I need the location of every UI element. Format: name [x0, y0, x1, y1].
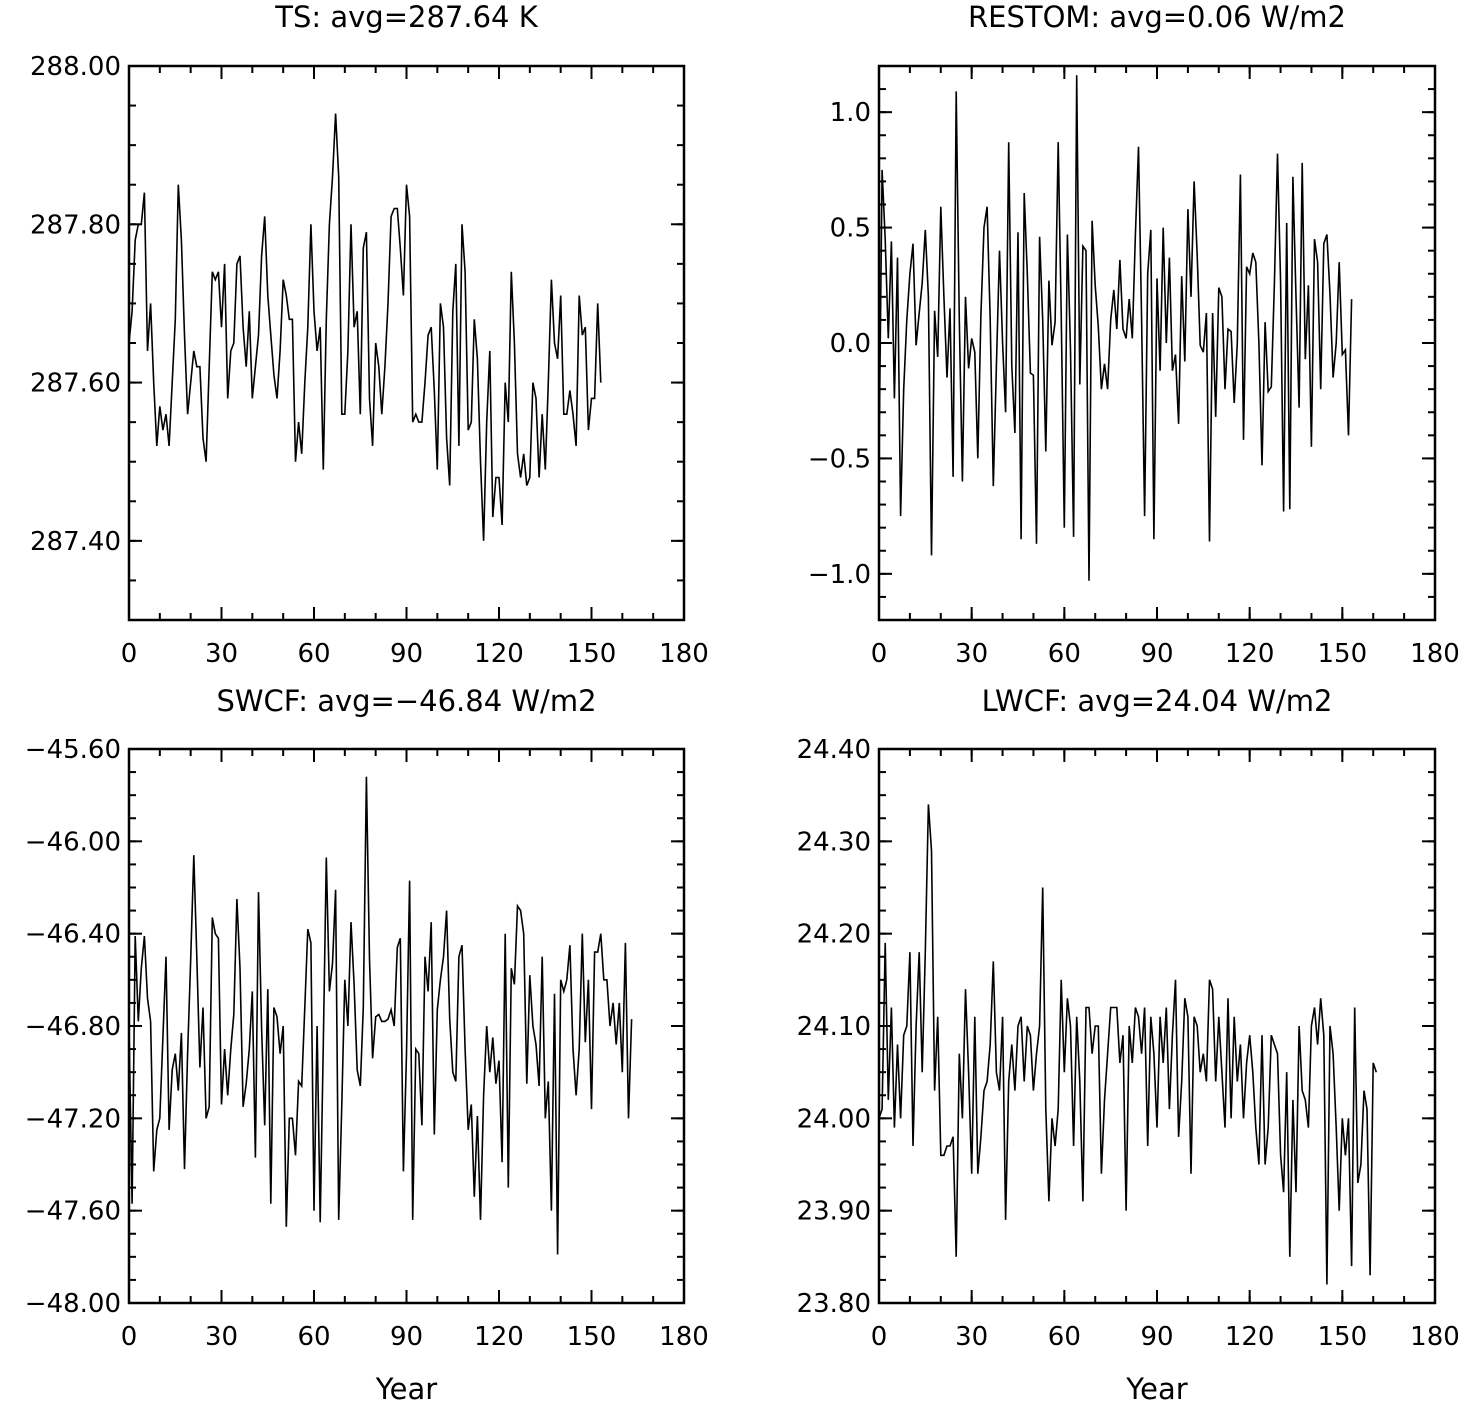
x-axis-label: Year	[375, 1372, 437, 1402]
chart-title: SWCF: avg=−46.84 W/m2	[216, 684, 596, 718]
y-tick-label: −46.80	[25, 1012, 121, 1042]
x-tick-label: 0	[121, 639, 138, 669]
chart-panel-3: SWCF: avg=−46.84 W/m2 0 30 60 90 120 150 180 −48…	[25, 684, 709, 1402]
x-tick-label: 60	[1048, 1322, 1081, 1352]
x-tick-label: 180	[659, 639, 709, 669]
x-tick-label: 30	[205, 1322, 238, 1352]
x-tick-label: 90	[390, 1322, 423, 1352]
y-tick-label: 24.40	[797, 735, 871, 765]
x-tick-label: 0	[871, 639, 888, 669]
x-tick-label: 180	[659, 1322, 709, 1352]
x-tick-label: 150	[1318, 1322, 1368, 1352]
x-tick-label: 120	[474, 639, 524, 669]
x-tick-label: 60	[297, 1322, 330, 1352]
chart-title: TS: avg=287.64 K	[274, 0, 538, 34]
y-tick-label: 1.0	[830, 98, 871, 128]
series-line-1	[878, 75, 1353, 581]
y-tick-label: 0.5	[830, 214, 871, 244]
x-tick-label: 180	[1410, 639, 1458, 669]
x-tick-label: 0	[871, 1322, 888, 1352]
chart-panel-4: LWCF: avg=24.04 W/m2 0 30 60 90 120 150 180 23.8…	[797, 684, 1458, 1402]
x-tick-label: 120	[1225, 639, 1275, 669]
x-tick-label: 30	[955, 1322, 988, 1352]
x-tick-label: 120	[1225, 1322, 1275, 1352]
x-tick-label: 150	[1318, 639, 1368, 669]
y-tick-label: 23.90	[797, 1197, 871, 1227]
chart-title: LWCF: avg=24.04 W/m2	[982, 684, 1333, 718]
y-tick-label: −48.00	[25, 1289, 121, 1319]
y-tick-label: −1.0	[808, 560, 871, 590]
x-tick-label: 150	[567, 639, 617, 669]
y-tick-label: −45.60	[25, 735, 121, 765]
x-tick-label: 90	[1140, 639, 1173, 669]
x-axis-label: Year	[1125, 1372, 1187, 1402]
series-line-1	[128, 113, 602, 541]
y-tick-label: −47.60	[25, 1197, 121, 1227]
y-tick-label: −46.00	[25, 827, 121, 857]
y-tick-label: 287.60	[30, 369, 121, 399]
x-tick-label: 150	[567, 1322, 617, 1352]
series-line-1	[128, 776, 633, 1255]
y-tick-label: 24.10	[797, 1012, 871, 1042]
x-tick-label: 90	[1140, 1322, 1173, 1352]
y-tick-label: 23.80	[797, 1289, 871, 1319]
x-tick-label: 120	[474, 1322, 524, 1352]
series-line-1	[878, 804, 1378, 1285]
y-tick-label: 24.30	[797, 827, 871, 857]
y-tick-label: 287.40	[30, 527, 121, 557]
x-tick-label: 60	[297, 639, 330, 669]
chart-panel-2: RESTOM: avg=0.06 W/m2 0 30 60 90 120 150 180 −1.…	[808, 0, 1458, 669]
x-tick-label: 30	[205, 639, 238, 669]
x-tick-label: 180	[1410, 1322, 1458, 1352]
y-tick-label: −47.20	[25, 1104, 121, 1134]
axis-ticks	[128, 65, 685, 621]
y-tick-label: 0.0	[830, 329, 871, 359]
y-tick-label: 288.00	[30, 52, 121, 82]
y-tick-label: −46.40	[25, 920, 121, 950]
chart-title: RESTOM: avg=0.06 W/m2	[968, 0, 1346, 34]
chart-panel-1: TS: avg=287.64 K 0 30 60 90 120 150 180 287.40 28…	[30, 0, 709, 669]
y-tick-label: 24.00	[797, 1104, 871, 1134]
x-tick-label: 60	[1048, 639, 1081, 669]
x-tick-label: 0	[121, 1322, 138, 1352]
x-tick-label: 90	[390, 639, 423, 669]
y-tick-label: −0.5	[808, 444, 871, 474]
y-tick-label: 24.20	[797, 920, 871, 950]
y-tick-label: 287.80	[30, 210, 121, 240]
x-tick-label: 30	[955, 639, 988, 669]
plot-frame	[127, 64, 686, 622]
axis-ticks	[878, 65, 1436, 621]
axis-ticks	[128, 748, 685, 1304]
